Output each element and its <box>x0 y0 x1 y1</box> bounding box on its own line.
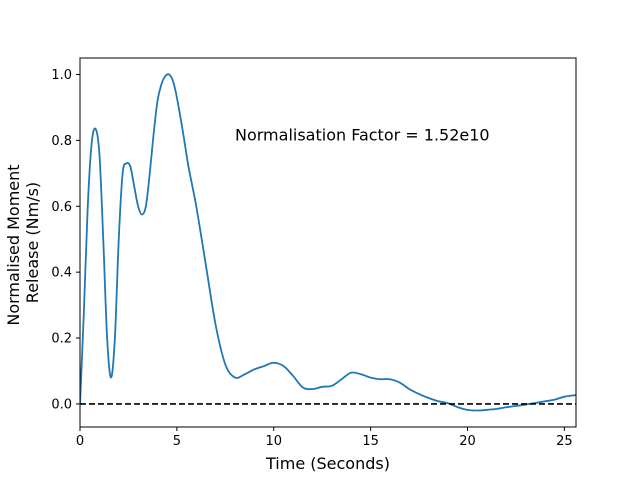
x-tick-label: 10 <box>265 434 282 449</box>
axes-frame <box>79 57 577 428</box>
y-axis-ticks: 0.0 0.2 0.4 0.6 0.8 1.0 <box>51 68 80 412</box>
series-line-0 <box>80 73 576 412</box>
x-tick-label: 0 <box>76 434 84 449</box>
y-axis-label-line-1: Normalised Moment <box>4 164 23 325</box>
x-tick-label: 5 <box>173 434 181 449</box>
series-layer <box>80 73 576 412</box>
y-tick-label: 1.0 <box>51 68 72 83</box>
y-tick-label: 0.8 <box>51 134 72 149</box>
y-axis-label: Normalised Moment Release (Nm/s) <box>4 159 42 325</box>
y-axis-label-line-2: Release (Nm/s) <box>23 182 42 303</box>
x-tick-label: 20 <box>459 434 476 449</box>
x-axis-ticks: 0 5 10 15 20 25 <box>76 427 573 449</box>
y-tick-label: 0.4 <box>51 266 72 281</box>
x-tick-label: 25 <box>556 434 573 449</box>
y-tick-label: 0.6 <box>51 200 72 215</box>
x-tick-label: 15 <box>362 434 379 449</box>
x-axis-label: Time (Seconds) <box>265 454 390 473</box>
normalisation-annotation: Normalisation Factor = 1.52e10 <box>235 125 490 144</box>
y-tick-label: 0.2 <box>51 332 72 347</box>
plot-area <box>79 57 577 428</box>
y-tick-label: 0.0 <box>51 397 72 412</box>
